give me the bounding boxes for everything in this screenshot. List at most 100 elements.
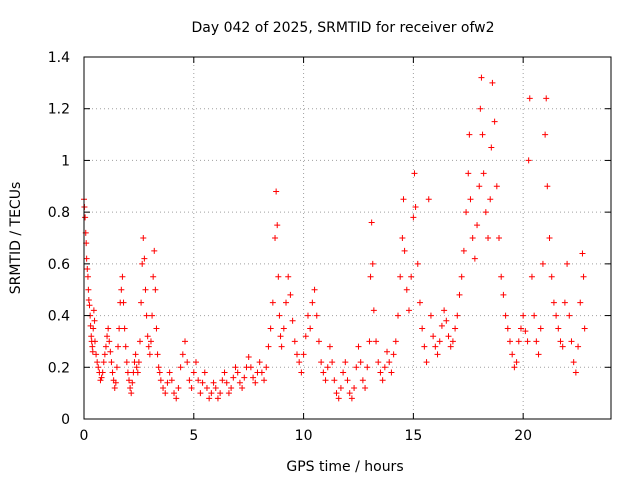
data-point <box>157 377 164 384</box>
data-point <box>447 343 454 350</box>
data-point <box>577 299 584 306</box>
y-axis-label: SRMTID / TECUs <box>8 182 24 295</box>
data-point <box>106 338 113 345</box>
data-point <box>90 307 97 314</box>
data-point <box>469 235 476 241</box>
data-point <box>537 325 544 332</box>
data-point <box>208 390 215 397</box>
data-point <box>397 273 404 280</box>
data-point <box>414 260 421 267</box>
data-point <box>362 384 369 391</box>
data-point <box>504 325 511 332</box>
data-point <box>467 196 474 203</box>
data-point <box>258 369 265 376</box>
data-point <box>496 235 503 241</box>
data-point <box>410 214 417 221</box>
data-point <box>300 351 307 358</box>
data-point <box>225 390 232 397</box>
data-point <box>513 359 520 366</box>
data-point <box>544 183 551 190</box>
data-point <box>265 343 272 350</box>
data-point <box>94 359 101 366</box>
data-point <box>543 95 550 102</box>
data-point <box>566 312 573 319</box>
data-point <box>359 377 366 384</box>
data-point <box>412 203 419 210</box>
data-point <box>212 384 219 391</box>
data-point <box>370 307 377 314</box>
y-tick-labels: 0 0.2 0.4 0.6 0.8 1 1.2 1.4 <box>48 50 70 428</box>
data-point <box>335 395 342 402</box>
data-point <box>203 384 210 391</box>
data-point <box>141 255 148 262</box>
data-point <box>291 338 298 345</box>
y-tick-label: 1.2 <box>48 102 70 118</box>
data-point <box>311 286 318 293</box>
data-point <box>283 299 290 306</box>
data-point <box>90 325 97 332</box>
data-point <box>443 317 450 324</box>
y-tick-label: 0.2 <box>48 360 70 376</box>
data-point <box>124 369 131 376</box>
data-point <box>102 343 109 350</box>
data-point <box>572 369 579 376</box>
data-point <box>568 338 575 345</box>
data-point <box>112 379 119 386</box>
data-point <box>531 312 538 319</box>
data-point <box>307 325 314 332</box>
data-point <box>493 183 500 190</box>
data-point <box>506 338 513 345</box>
data-point <box>466 131 473 138</box>
x-tick-label: 5 <box>189 428 198 444</box>
data-point <box>228 384 235 391</box>
data-point <box>324 364 331 371</box>
data-point <box>129 379 136 386</box>
data-point <box>555 325 562 332</box>
data-point <box>500 291 507 298</box>
data-point <box>91 317 98 324</box>
data-point <box>553 312 560 319</box>
data-point <box>304 312 311 319</box>
data-point <box>239 384 246 391</box>
data-point <box>86 302 93 309</box>
data-point <box>173 395 180 402</box>
data-point <box>143 312 150 319</box>
data-point <box>318 359 325 366</box>
data-point <box>405 307 412 314</box>
data-point <box>98 374 105 381</box>
data-point <box>425 196 432 203</box>
data-point <box>533 338 540 345</box>
data-point <box>579 250 586 257</box>
data-point <box>115 343 122 350</box>
data-point <box>432 343 439 350</box>
data-point <box>353 364 360 371</box>
data-point <box>564 260 571 267</box>
axis-ticks <box>83 56 611 420</box>
data-point <box>190 369 197 376</box>
data-point <box>101 351 108 358</box>
data-point <box>287 291 294 298</box>
data-point <box>150 273 157 280</box>
data-point <box>285 273 292 280</box>
data-point <box>120 299 127 306</box>
data-point <box>478 74 485 81</box>
data-point <box>87 322 94 329</box>
data-point <box>471 255 478 262</box>
data-point <box>395 312 402 319</box>
data-point <box>197 390 204 397</box>
data-point <box>256 359 263 366</box>
data-point <box>348 395 355 402</box>
data-point <box>236 379 243 386</box>
data-point <box>449 338 456 345</box>
data-point <box>168 377 175 384</box>
data-point <box>522 328 529 335</box>
data-point <box>146 351 153 358</box>
data-point <box>392 338 399 345</box>
y-tick-label: 0 <box>61 412 70 428</box>
data-point <box>109 369 116 376</box>
data-point <box>427 312 434 319</box>
data-point <box>274 222 281 229</box>
data-point <box>575 343 582 350</box>
data-point <box>179 351 186 358</box>
